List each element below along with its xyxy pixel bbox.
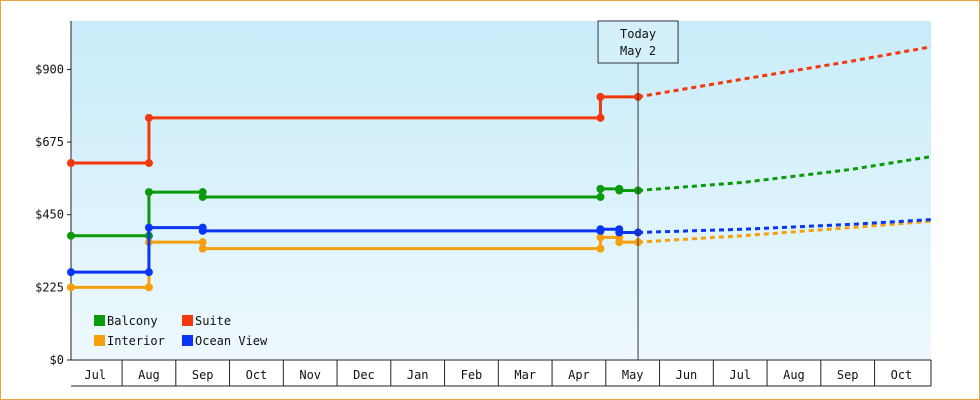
x-tick-label: Jun xyxy=(676,368,698,382)
data-point-interior xyxy=(596,233,605,242)
data-point-suite xyxy=(144,159,153,168)
data-point-interior xyxy=(198,244,207,253)
y-tick-label: $0 xyxy=(50,353,64,367)
data-point-suite xyxy=(67,159,75,168)
today-date-label: May 2 xyxy=(620,44,656,58)
legend-swatch-balcony xyxy=(94,315,105,326)
legend-label-suite: Suite xyxy=(195,314,231,328)
legend-swatch-ocean-view xyxy=(182,335,193,346)
legend: Balcony Suite Interior Ocean View xyxy=(94,314,268,348)
x-tick-label: Oct xyxy=(891,368,913,382)
data-point-suite xyxy=(144,113,153,122)
legend-label-interior: Interior xyxy=(107,334,165,348)
data-point-interior xyxy=(198,238,207,247)
data-point-balcony xyxy=(615,186,624,195)
axes: $0 $225 $450 $675 $900 Jul Aug Sep Oct Nov Dec Jan F… xyxy=(35,21,932,387)
data-point-ocean-view xyxy=(198,226,207,235)
forecast-line-suite xyxy=(637,45,932,99)
x-tick-label: Oct xyxy=(246,368,268,382)
x-tick-label: May xyxy=(622,368,644,382)
data-point-ocean-view xyxy=(144,268,153,277)
data-point-interior xyxy=(615,238,624,247)
data-point-balcony xyxy=(144,188,153,197)
today-marker: Today May 2 xyxy=(597,20,679,360)
data-point-balcony xyxy=(596,192,605,201)
data-point-ocean-view xyxy=(144,223,153,232)
data-point-interior xyxy=(596,244,605,253)
series-group xyxy=(67,45,932,292)
data-point-ocean-view xyxy=(596,225,605,234)
today-label-box xyxy=(597,20,679,64)
x-tick-label: Apr xyxy=(568,368,590,382)
plot-area xyxy=(71,21,931,360)
today-label: Today xyxy=(620,27,656,41)
x-tick-label: Sep xyxy=(192,368,214,382)
y-tick-label: $450 xyxy=(35,208,64,222)
legend-swatch-interior xyxy=(94,335,105,346)
x-tick-label: Jul xyxy=(729,368,751,382)
y-tick-label: $675 xyxy=(35,135,64,149)
data-point-suite xyxy=(596,113,605,122)
legend-swatch-suite xyxy=(182,315,193,326)
data-point-ocean-view xyxy=(67,268,75,277)
x-tick-label: Jul xyxy=(84,368,106,382)
forecast-line-balcony xyxy=(637,155,932,192)
x-tick-label: Nov xyxy=(299,368,321,382)
data-point-balcony xyxy=(596,184,605,193)
x-tick-label: Dec xyxy=(353,368,375,382)
x-tick-label: Jan xyxy=(407,368,429,382)
data-point-ocean-view xyxy=(615,228,624,237)
x-tick-label: Mar xyxy=(514,368,536,382)
data-point-interior xyxy=(144,283,153,292)
x-tick-label: Aug xyxy=(783,368,805,382)
data-point-suite xyxy=(596,92,605,101)
forecast-line-ocean-view xyxy=(638,218,932,234)
forecast-line-interior xyxy=(637,219,932,244)
data-point-balcony xyxy=(67,231,75,240)
y-tick-label: $900 xyxy=(35,62,64,76)
x-tick-label: Feb xyxy=(461,368,483,382)
x-tick-label: Sep xyxy=(837,368,859,382)
legend-label-balcony: Balcony xyxy=(107,314,158,328)
y-tick-label: $225 xyxy=(35,280,64,294)
series-line-suite xyxy=(71,95,639,165)
data-point-balcony xyxy=(198,192,207,201)
legend-label-ocean-view: Ocean View xyxy=(195,334,268,348)
data-point-interior xyxy=(67,283,75,292)
x-tick-label: Aug xyxy=(138,368,160,382)
